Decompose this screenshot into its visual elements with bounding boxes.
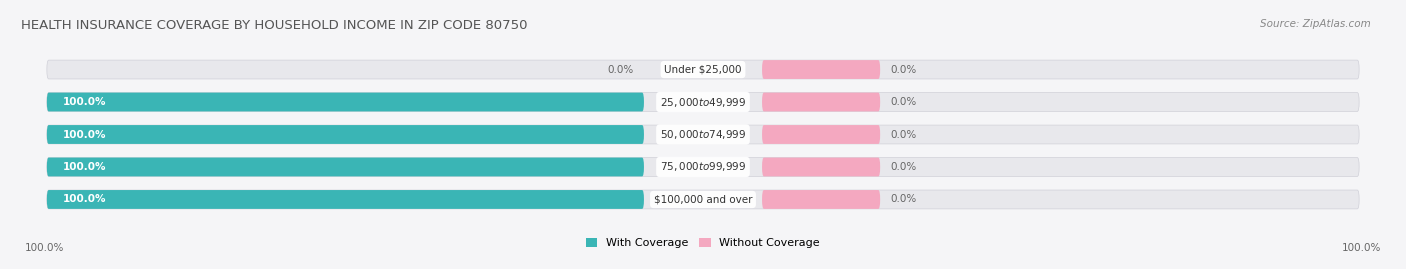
Text: 0.0%: 0.0% — [890, 162, 917, 172]
Text: 0.0%: 0.0% — [890, 97, 917, 107]
Text: 100.0%: 100.0% — [1341, 243, 1381, 253]
Text: 0.0%: 0.0% — [890, 65, 917, 75]
Text: 100.0%: 100.0% — [63, 129, 107, 140]
Text: $100,000 and over: $100,000 and over — [654, 194, 752, 204]
FancyBboxPatch shape — [46, 125, 644, 144]
FancyBboxPatch shape — [46, 93, 644, 111]
Text: $75,000 to $99,999: $75,000 to $99,999 — [659, 161, 747, 174]
FancyBboxPatch shape — [46, 93, 1360, 111]
FancyBboxPatch shape — [762, 158, 880, 176]
FancyBboxPatch shape — [762, 60, 880, 79]
Text: 100.0%: 100.0% — [63, 97, 107, 107]
Text: 100.0%: 100.0% — [25, 243, 65, 253]
Text: 0.0%: 0.0% — [890, 129, 917, 140]
FancyBboxPatch shape — [762, 190, 880, 209]
Text: $25,000 to $49,999: $25,000 to $49,999 — [659, 95, 747, 108]
Text: $50,000 to $74,999: $50,000 to $74,999 — [659, 128, 747, 141]
Text: 0.0%: 0.0% — [890, 194, 917, 204]
Text: HEALTH INSURANCE COVERAGE BY HOUSEHOLD INCOME IN ZIP CODE 80750: HEALTH INSURANCE COVERAGE BY HOUSEHOLD I… — [21, 19, 527, 32]
FancyBboxPatch shape — [46, 60, 1360, 79]
FancyBboxPatch shape — [46, 158, 1360, 176]
FancyBboxPatch shape — [46, 190, 644, 209]
Text: Under $25,000: Under $25,000 — [664, 65, 742, 75]
FancyBboxPatch shape — [46, 190, 1360, 209]
Text: Source: ZipAtlas.com: Source: ZipAtlas.com — [1260, 19, 1371, 29]
Text: 0.0%: 0.0% — [607, 65, 634, 75]
Text: 100.0%: 100.0% — [63, 194, 107, 204]
Text: 100.0%: 100.0% — [63, 162, 107, 172]
FancyBboxPatch shape — [46, 158, 644, 176]
FancyBboxPatch shape — [46, 125, 1360, 144]
FancyBboxPatch shape — [762, 93, 880, 111]
Legend: With Coverage, Without Coverage: With Coverage, Without Coverage — [582, 234, 824, 253]
FancyBboxPatch shape — [762, 125, 880, 144]
